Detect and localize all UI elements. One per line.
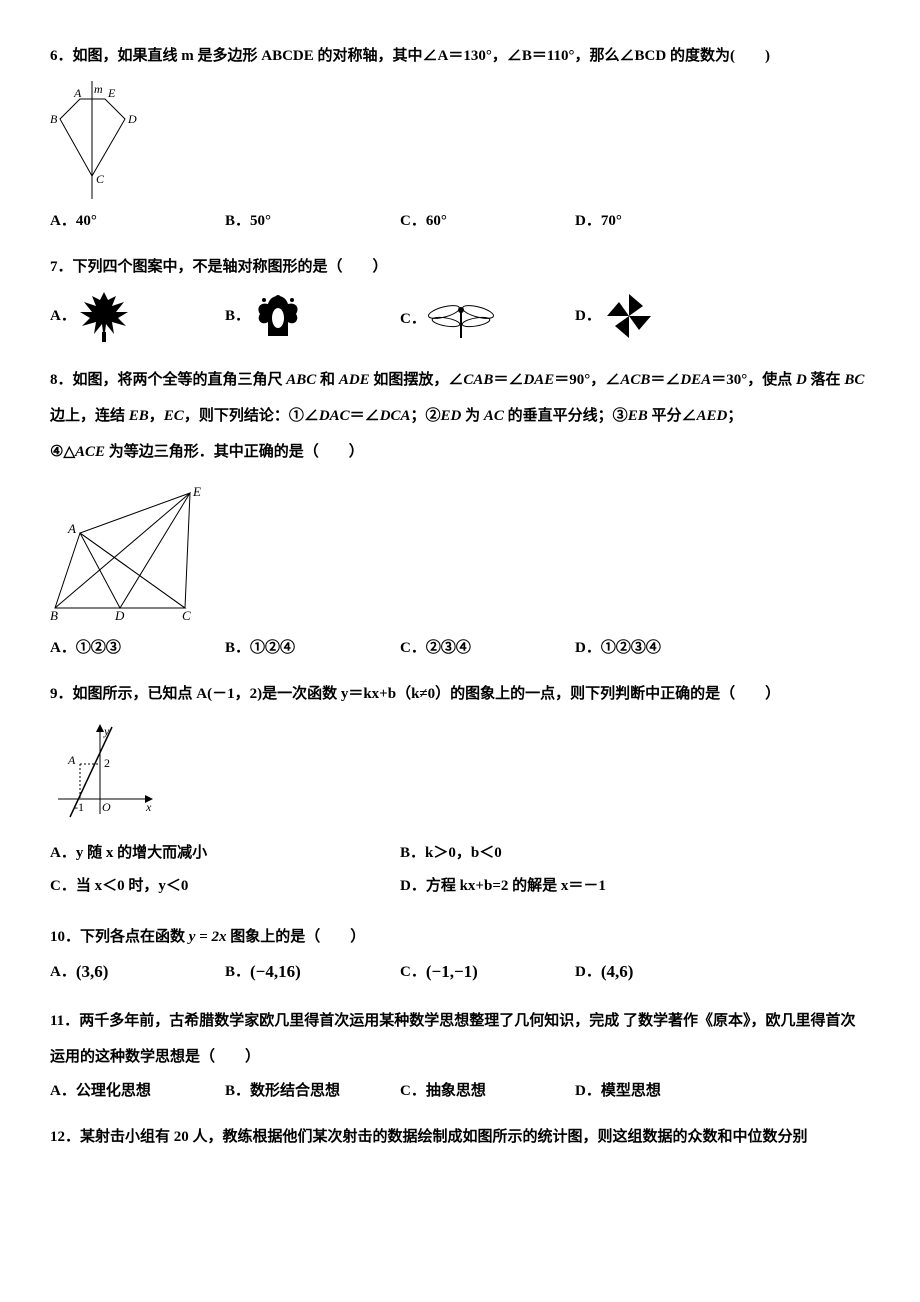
- q9-number: 9．: [50, 686, 73, 702]
- question-10: 10．下列各点在函数 y = 2x 图象上的是（ ） A．(3,6) B．(−4…: [50, 921, 870, 985]
- q7-options: A． B． C．: [50, 288, 870, 344]
- q6-opt-C[interactable]: C．60°: [400, 209, 575, 233]
- question-6: 6．如图，如果直线 m 是多边形 ABCDE 的对称轴，其中∠A＝130°，∠B…: [50, 40, 870, 233]
- q6-opt-D[interactable]: D．70°: [575, 209, 750, 233]
- q10-number: 10．: [50, 929, 80, 945]
- q7-opt-A[interactable]: A．: [50, 288, 225, 344]
- q7-A-label: A．: [50, 304, 76, 328]
- label-E: E: [107, 86, 116, 100]
- q7-opt-D[interactable]: D．: [575, 288, 750, 344]
- svg-text:E: E: [192, 484, 201, 499]
- label-m: m: [94, 82, 103, 96]
- q10-text: 10．下列各点在函数 y = 2x 图象上的是（ ）: [50, 921, 870, 954]
- question-7: 7．下列四个图案中，不是轴对称图形的是（ ） A． B． C．: [50, 251, 870, 344]
- q12-number: 12．: [50, 1129, 80, 1145]
- svg-text:D: D: [114, 608, 125, 623]
- q8-options: A．①②③ B．①②④ C．②③④ D．①②③④: [50, 636, 870, 660]
- q10-opt-D[interactable]: D．(4,6): [575, 958, 750, 985]
- label-C: C: [96, 172, 105, 186]
- label-B: B: [50, 112, 58, 126]
- question-9: 9．如图所示，已知点 A(－1，2)是一次函数 y＝kx+b（k≠0）的图象上的…: [50, 678, 870, 903]
- q10-opt-A[interactable]: A．(3,6): [50, 958, 225, 985]
- svg-text:C: C: [182, 608, 191, 623]
- q7-opt-C[interactable]: C．: [400, 294, 575, 344]
- q8-opt-C[interactable]: C．②③④: [400, 636, 575, 660]
- svg-text:-1: -1: [74, 800, 84, 814]
- vase-icon: [250, 288, 306, 344]
- q11-number: 11．: [50, 1013, 79, 1029]
- question-11: 11．两千多年前，古希腊数学家欧几里得首次运用某种数学思想整理了几何知识，完成 …: [50, 1003, 870, 1103]
- q6-options: A．40° B．50° C．60° D．70°: [50, 209, 870, 233]
- q6-figure: A m E B D C: [50, 81, 870, 201]
- question-12: 12．某射击小组有 20 人，教练根据他们某次射击的数据绘制成如图所示的统计图，…: [50, 1121, 870, 1154]
- q7-opt-B[interactable]: B．: [225, 288, 400, 344]
- svg-text:y: y: [103, 724, 110, 738]
- q9-text: 9．如图所示，已知点 A(－1，2)是一次函数 y＝kx+b（k≠0）的图象上的…: [50, 678, 870, 711]
- q10-opt-B[interactable]: B．(−4,16): [225, 958, 400, 985]
- q9-opt-D[interactable]: D．方程 kx+b=2 的解是 x＝－1: [400, 870, 750, 903]
- q8-figure: A B D C E: [50, 478, 870, 628]
- q8-number: 8．: [50, 372, 73, 388]
- q9-figure: A 2 -1 y x O: [50, 719, 870, 829]
- q9-opt-A[interactable]: A．y 随 x 的增大而减小: [50, 837, 400, 870]
- label-A: A: [73, 86, 82, 100]
- q7-text: 7．下列四个图案中，不是轴对称图形的是（ ）: [50, 251, 870, 284]
- triangles-diagram: A B D C E: [50, 478, 220, 628]
- q11-text: 11．两千多年前，古希腊数学家欧几里得首次运用某种数学思想整理了几何知识，完成 …: [50, 1003, 870, 1075]
- q10-options: A．(3,6) B．(−4,16) C．(−1,−1) D．(4,6): [50, 958, 870, 985]
- question-8: 8．如图，将两个全等的直角三角尺 ABC 和 ADE 如图摆放，∠CAB＝∠DA…: [50, 362, 870, 660]
- q8-opt-D[interactable]: D．①②③④: [575, 636, 750, 660]
- q6-number: 6．: [50, 48, 73, 64]
- q9-opt-B[interactable]: B．k＞0，b＜0: [400, 837, 750, 870]
- q6-opt-A[interactable]: A．40°: [50, 209, 225, 233]
- svg-text:A: A: [67, 753, 76, 767]
- q11-opt-B[interactable]: B．数形结合思想: [225, 1079, 400, 1103]
- q7-C-label: C．: [400, 307, 426, 331]
- q7-D-label: D．: [575, 304, 601, 328]
- leaf-icon: [76, 288, 132, 344]
- q6-body: 如图，如果直线 m 是多边形 ABCDE 的对称轴，其中∠A＝130°，∠B＝1…: [73, 48, 770, 64]
- pentagon-diagram: A m E B D C: [50, 81, 150, 201]
- linear-function-graph: A 2 -1 y x O: [50, 719, 160, 829]
- q8-opt-B[interactable]: B．①②④: [225, 636, 400, 660]
- q7-B-label: B．: [225, 304, 250, 328]
- label-D: D: [127, 112, 137, 126]
- svg-text:B: B: [50, 608, 58, 623]
- svg-text:A: A: [67, 521, 76, 536]
- q12-body: 某射击小组有 20 人，教练根据他们某次射击的数据绘制成如图所示的统计图，则这组…: [80, 1129, 808, 1145]
- q8-text: 8．如图，将两个全等的直角三角尺 ABC 和 ADE 如图摆放，∠CAB＝∠DA…: [50, 362, 870, 470]
- dragonfly-icon: [426, 294, 496, 344]
- q7-body: 下列四个图案中，不是轴对称图形的是（ ）: [73, 259, 388, 275]
- q9-options: A．y 随 x 的增大而减小 B．k＞0，b＜0 C．当 x＜0 时，y＜0 D…: [50, 837, 870, 903]
- q7-number: 7．: [50, 259, 73, 275]
- q11-body: 两千多年前，古希腊数学家欧几里得首次运用某种数学思想整理了几何知识，完成 了数学…: [50, 1013, 855, 1065]
- svg-text:2: 2: [104, 756, 110, 770]
- q8-opt-A[interactable]: A．①②③: [50, 636, 225, 660]
- q11-opt-A[interactable]: A．公理化思想: [50, 1079, 225, 1103]
- svg-text:x: x: [145, 800, 152, 814]
- q10-opt-C[interactable]: C．(−1,−1): [400, 958, 575, 985]
- svg-text:O: O: [102, 800, 111, 814]
- q9-body: 如图所示，已知点 A(－1，2)是一次函数 y＝kx+b（k≠0）的图象上的一点…: [73, 686, 781, 702]
- q11-options: A．公理化思想 B．数形结合思想 C．抽象思想 D．模型思想: [50, 1079, 870, 1103]
- pinwheel-icon: [601, 288, 657, 344]
- q12-text: 12．某射击小组有 20 人，教练根据他们某次射击的数据绘制成如图所示的统计图，…: [50, 1121, 870, 1154]
- q11-opt-C[interactable]: C．抽象思想: [400, 1079, 575, 1103]
- q6-text: 6．如图，如果直线 m 是多边形 ABCDE 的对称轴，其中∠A＝130°，∠B…: [50, 40, 870, 73]
- q11-opt-D[interactable]: D．模型思想: [575, 1079, 750, 1103]
- q6-opt-B[interactable]: B．50°: [225, 209, 400, 233]
- q9-opt-C[interactable]: C．当 x＜0 时，y＜0: [50, 870, 400, 903]
